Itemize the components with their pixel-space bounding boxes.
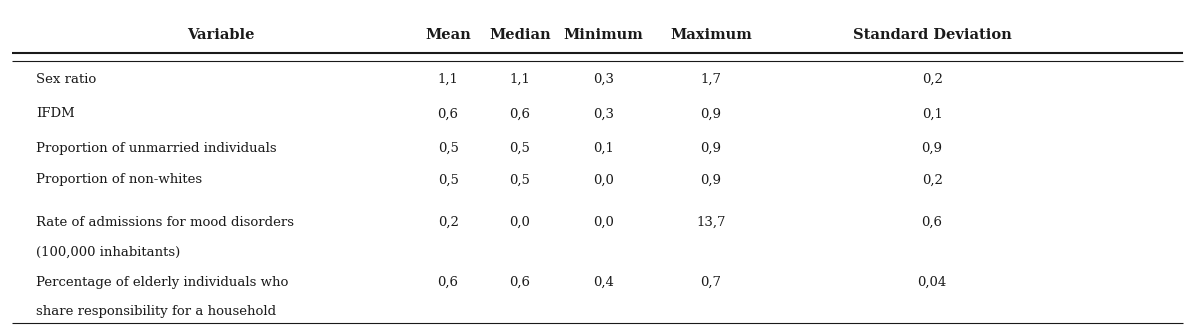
Text: Minimum: Minimum (564, 28, 643, 42)
Text: IFDM: IFDM (36, 107, 74, 120)
Text: 0,5: 0,5 (437, 173, 459, 186)
Text: 0,9: 0,9 (700, 173, 722, 186)
Text: Mean: Mean (425, 28, 471, 42)
Text: 0,9: 0,9 (921, 142, 943, 155)
Text: 0,0: 0,0 (593, 216, 614, 229)
Text: 0,6: 0,6 (509, 276, 531, 289)
Text: 0,0: 0,0 (509, 216, 531, 229)
Text: Standard Deviation: Standard Deviation (853, 28, 1011, 42)
Text: Maximum: Maximum (670, 28, 752, 42)
Text: Proportion of non-whites: Proportion of non-whites (36, 173, 202, 186)
Text: 0,6: 0,6 (437, 276, 459, 289)
Text: 0,1: 0,1 (921, 107, 943, 120)
Text: 1,7: 1,7 (700, 73, 722, 86)
Text: 0,6: 0,6 (921, 216, 943, 229)
Text: 1,1: 1,1 (509, 73, 531, 86)
Text: Median: Median (489, 28, 551, 42)
Text: 0,5: 0,5 (509, 142, 531, 155)
Text: 0,3: 0,3 (593, 107, 614, 120)
Text: (100,000 inhabitants): (100,000 inhabitants) (36, 246, 180, 259)
Text: 0,2: 0,2 (921, 73, 943, 86)
Text: Variable: Variable (188, 28, 255, 42)
Text: 0,3: 0,3 (593, 73, 614, 86)
Text: Proportion of unmarried individuals: Proportion of unmarried individuals (36, 142, 276, 155)
Text: Sex ratio: Sex ratio (36, 73, 96, 86)
Text: 0,2: 0,2 (437, 216, 459, 229)
Text: 0,7: 0,7 (700, 276, 722, 289)
Text: 1,1: 1,1 (437, 73, 459, 86)
Text: 0,5: 0,5 (437, 142, 459, 155)
Text: Percentage of elderly individuals who: Percentage of elderly individuals who (36, 276, 288, 289)
Text: 0,1: 0,1 (593, 142, 614, 155)
Text: 0,2: 0,2 (921, 173, 943, 186)
Text: 0,4: 0,4 (593, 276, 614, 289)
Text: 0,5: 0,5 (509, 173, 531, 186)
Text: 0,04: 0,04 (918, 276, 946, 289)
Text: 0,9: 0,9 (700, 142, 722, 155)
Text: 0,6: 0,6 (509, 107, 531, 120)
Text: 0,9: 0,9 (700, 107, 722, 120)
Text: 13,7: 13,7 (697, 216, 725, 229)
Text: 0,6: 0,6 (437, 107, 459, 120)
Text: 0,0: 0,0 (593, 173, 614, 186)
Text: Rate of admissions for mood disorders: Rate of admissions for mood disorders (36, 216, 294, 229)
Text: share responsibility for a household: share responsibility for a household (36, 305, 276, 318)
